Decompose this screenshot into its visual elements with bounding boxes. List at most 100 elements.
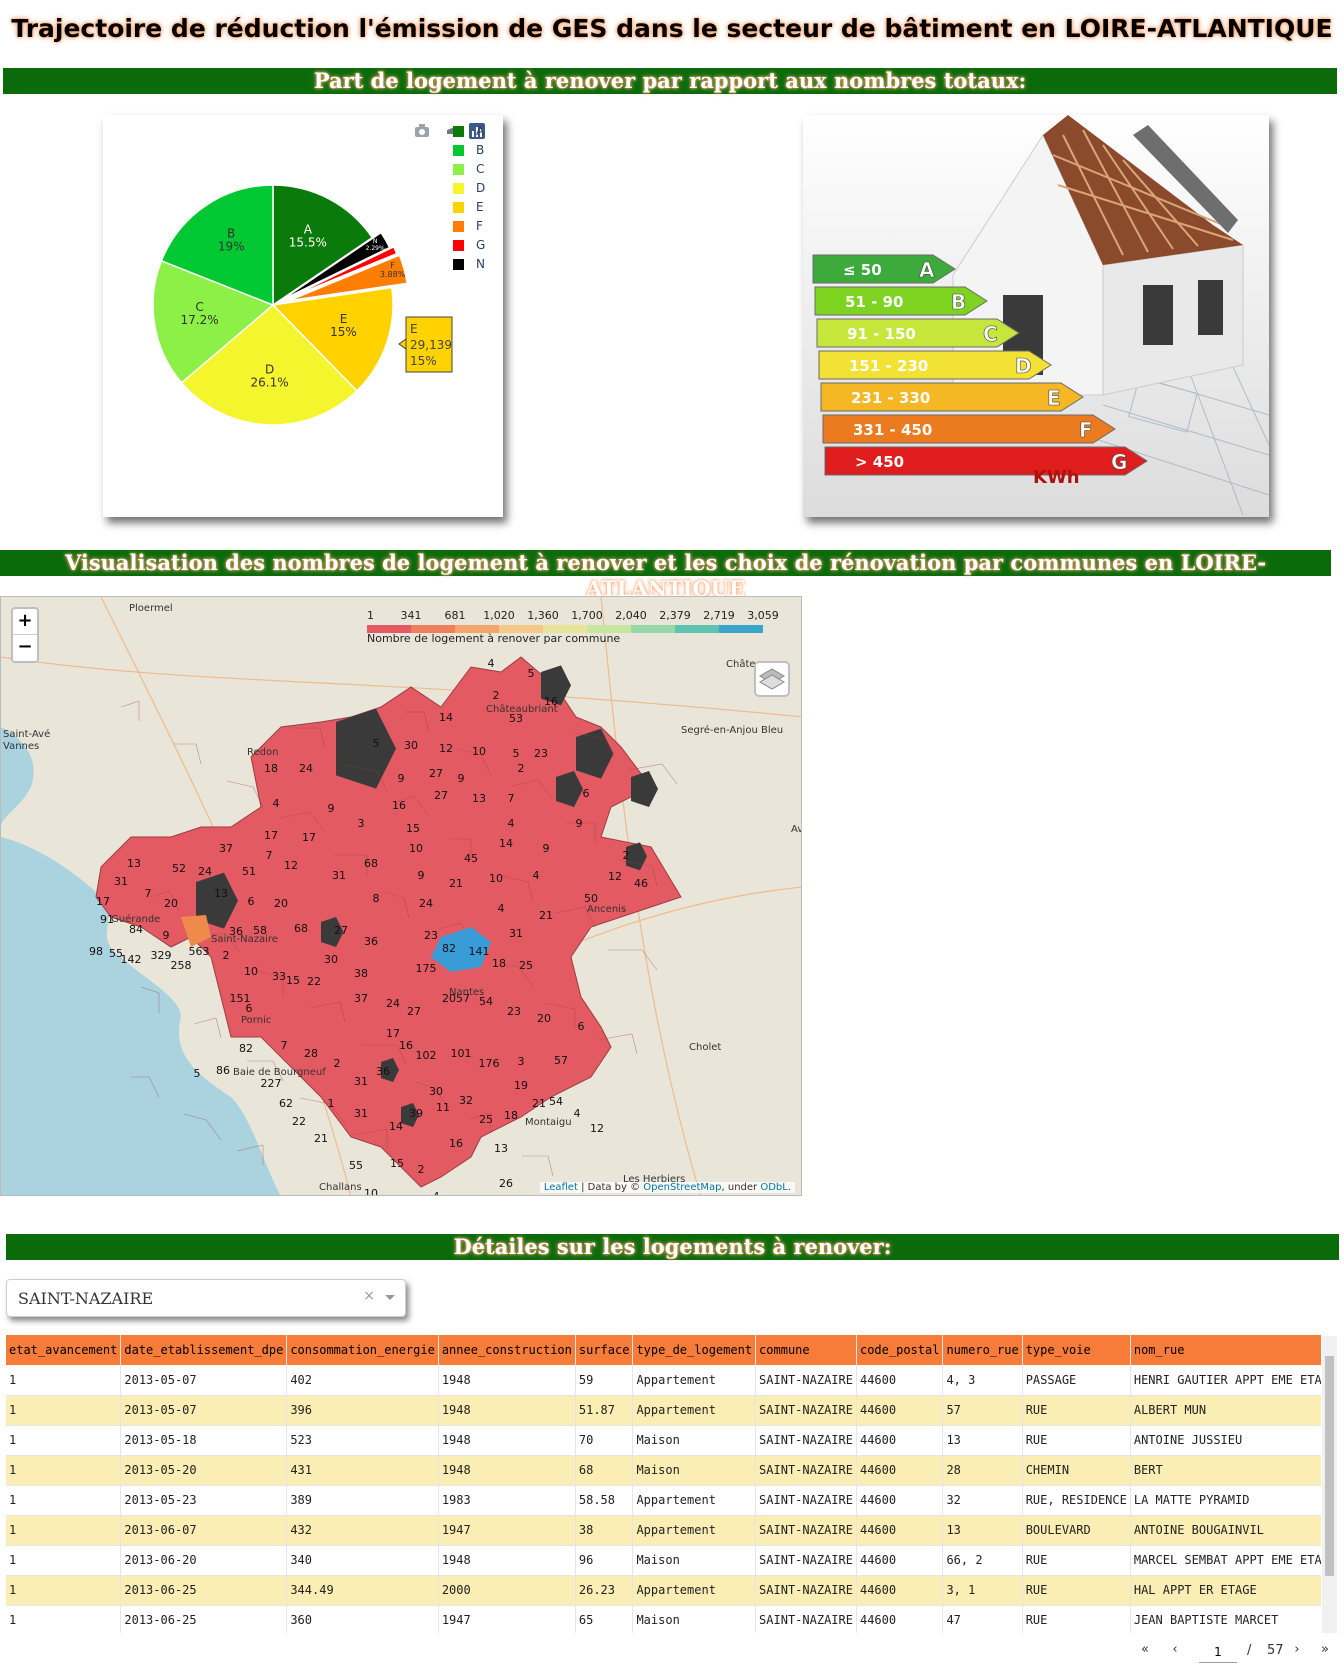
nantes-commune[interactable]: [431, 927, 491, 972]
last-page-button[interactable]: »: [1321, 1642, 1329, 1657]
table-cell-annee-construction: 1948: [438, 1425, 576, 1456]
commune-count-label: 27: [407, 1005, 421, 1018]
column-header-code-postal[interactable]: code_postal: [856, 1335, 944, 1365]
commune-count-label: 12: [439, 742, 453, 755]
legend-swatch-c[interactable]: [453, 164, 464, 175]
legend-label-c[interactable]: C: [476, 162, 484, 176]
legend-label-f[interactable]: F: [476, 219, 483, 233]
table-row[interactable]: 1 2013-05-20 431 1948 68 Maison SAINT-NAZAIRE 4…: [6, 1455, 1321, 1486]
legend-label-e[interactable]: E: [476, 200, 484, 214]
table-cell-type-voie: CHEMIN: [1022, 1455, 1131, 1486]
chevron-down-icon[interactable]: [385, 1295, 395, 1300]
map-commune-no-data[interactable]: [541, 665, 571, 706]
map-commune-no-data[interactable]: [381, 1058, 399, 1082]
commune-count-label: 151: [230, 992, 251, 1005]
energy-letter: B: [951, 290, 966, 314]
pie-slice-b[interactable]: [160, 184, 274, 307]
leaflet-link[interactable]: Leaflet: [543, 1182, 578, 1193]
map-commune-no-data[interactable]: [321, 917, 344, 947]
column-header-annee-construction[interactable]: annee_construction: [438, 1335, 576, 1365]
layers-button[interactable]: [754, 661, 790, 697]
commune-count-label: 12: [284, 859, 298, 872]
plotly-logo-icon[interactable]: [469, 123, 485, 139]
table-row[interactable]: 1 2013-06-25 344.49 2000 26.23 Appartement SAI…: [6, 1575, 1321, 1606]
zoom-in-button[interactable]: +: [13, 609, 37, 635]
pie-slice-e[interactable]: [271, 286, 394, 392]
camera-icon[interactable]: [415, 124, 429, 137]
legend-label-g[interactable]: G: [476, 238, 485, 252]
commune-count-label: 9: [576, 817, 583, 830]
table-cell-surface: 26.23: [575, 1575, 634, 1606]
pie-slice-c[interactable]: [152, 259, 275, 384]
zoom-control[interactable]: + −: [11, 607, 39, 663]
table-row[interactable]: 1 2013-05-07 396 1948 51.87 Appartement SAINT-…: [6, 1395, 1321, 1426]
column-header-nom-rue[interactable]: nom_rue: [1130, 1335, 1321, 1365]
zoom-out-button[interactable]: −: [17, 636, 33, 657]
table-cell-surface: 70: [575, 1425, 634, 1456]
map-commune-no-data[interactable]: [401, 1103, 419, 1127]
energy-arrow-d: [818, 350, 1052, 380]
next-page-button[interactable]: ›: [1294, 1642, 1300, 1657]
department-shape[interactable]: [95, 656, 682, 1188]
clear-icon[interactable]: ×: [363, 1288, 375, 1304]
map-place-label: Guérande: [111, 913, 160, 925]
column-header-surface[interactable]: surface: [575, 1335, 634, 1365]
pie-slice-n[interactable]: [281, 231, 391, 301]
column-header-date-etablissement-dpe[interactable]: date_etablissement_dpe: [120, 1335, 288, 1365]
logements-table-container[interactable]: etat_avancement date_etablissement_dpe con…: [6, 1335, 1321, 1633]
column-header-type-de-logement[interactable]: type_de_logement: [632, 1335, 757, 1365]
table-row[interactable]: 1 2013-05-23 389 1983 58.58 Appartement SAINT-…: [6, 1485, 1321, 1516]
legend-swatch-g[interactable]: [453, 240, 464, 251]
legend-label-d[interactable]: D: [476, 181, 485, 195]
legend-label-n[interactable]: N: [476, 257, 485, 271]
column-header-numero-rue[interactable]: numero_rue: [942, 1335, 1023, 1365]
column-header-commune[interactable]: commune: [755, 1335, 857, 1365]
legend-swatch-f[interactable]: [453, 221, 464, 232]
osm-link[interactable]: OpenStreetMap: [643, 1182, 722, 1193]
commune-select[interactable]: SAINT-NAZAIRE ×: [6, 1279, 406, 1317]
legend-swatch-e[interactable]: [453, 202, 464, 213]
table-cell-nom-rue: HENRI GAUTIER APPT EME ETAGE: [1130, 1365, 1321, 1396]
table-scrollbar[interactable]: [1322, 1336, 1337, 1633]
legend-swatch-a[interactable]: [453, 126, 464, 137]
prev-page-button[interactable]: ‹: [1172, 1642, 1178, 1657]
map-commune-no-data[interactable]: [336, 708, 396, 789]
table-row[interactable]: 1 2013-06-20 340 1948 96 Maison SAINT-NAZAIRE 4…: [6, 1545, 1321, 1576]
pie-slice-d[interactable]: [180, 303, 358, 426]
commune-count-label: 31: [509, 927, 523, 940]
choropleth-map[interactable]: 4 5 2 16 14 53 5 30 12 10 5 23 18 24 9 27 9 2 4 9 16 27 13 7 6 3 1…: [0, 596, 802, 1196]
scrollbar-thumb[interactable]: [1325, 1356, 1334, 1576]
map-commune-no-data[interactable]: [556, 771, 583, 807]
legend-swatch-n[interactable]: [453, 259, 464, 270]
legend-swatch-d[interactable]: [453, 183, 464, 194]
column-header-consommation-energie[interactable]: consommation_energie: [286, 1335, 439, 1365]
energy-letter: F: [1079, 418, 1093, 442]
pie-slice-g[interactable]: [285, 245, 398, 300]
table-row[interactable]: 1 2013-06-25 360 1947 65 Maison SAINT-NAZAIRE 4…: [6, 1605, 1321, 1633]
colorbar-tick-label: 1,020: [483, 609, 515, 622]
map-commune-no-data[interactable]: [196, 872, 238, 929]
column-header-etat-avancement[interactable]: etat_avancement: [6, 1335, 122, 1365]
table-row[interactable]: 1 2013-05-07 402 1948 59 Appartement SAINT-NAZ…: [6, 1365, 1321, 1396]
modebar[interactable]: [415, 123, 485, 139]
energy-arrow-b: [814, 286, 988, 316]
page-number-input[interactable]: [1199, 1641, 1237, 1663]
pie-slice-f[interactable]: [288, 254, 409, 302]
legend-label-a[interactable]: A: [476, 124, 485, 138]
map-commune-no-data[interactable]: [631, 771, 658, 807]
table-row[interactable]: 1 2013-06-07 432 1947 38 Appartement SAINT-NAZ…: [6, 1515, 1321, 1546]
legend-label-b[interactable]: B: [476, 143, 484, 157]
odbl-link[interactable]: ODbL.: [760, 1182, 791, 1193]
commune-count-label: 36: [364, 935, 378, 948]
column-header-type-voie[interactable]: type_voie: [1022, 1335, 1131, 1365]
saint-nazaire-commune[interactable]: [181, 915, 211, 947]
pie-slice-a[interactable]: [272, 184, 374, 307]
map-commune-no-data[interactable]: [576, 728, 614, 779]
map-commune-no-data[interactable]: [626, 842, 647, 871]
table-row[interactable]: 1 2013-05-18 523 1948 70 Maison SAINT-NAZAIRE 4…: [6, 1425, 1321, 1456]
commune-count-label: 51: [242, 865, 256, 878]
first-page-button[interactable]: «: [1141, 1642, 1149, 1657]
legend-swatch-b[interactable]: [453, 145, 464, 156]
